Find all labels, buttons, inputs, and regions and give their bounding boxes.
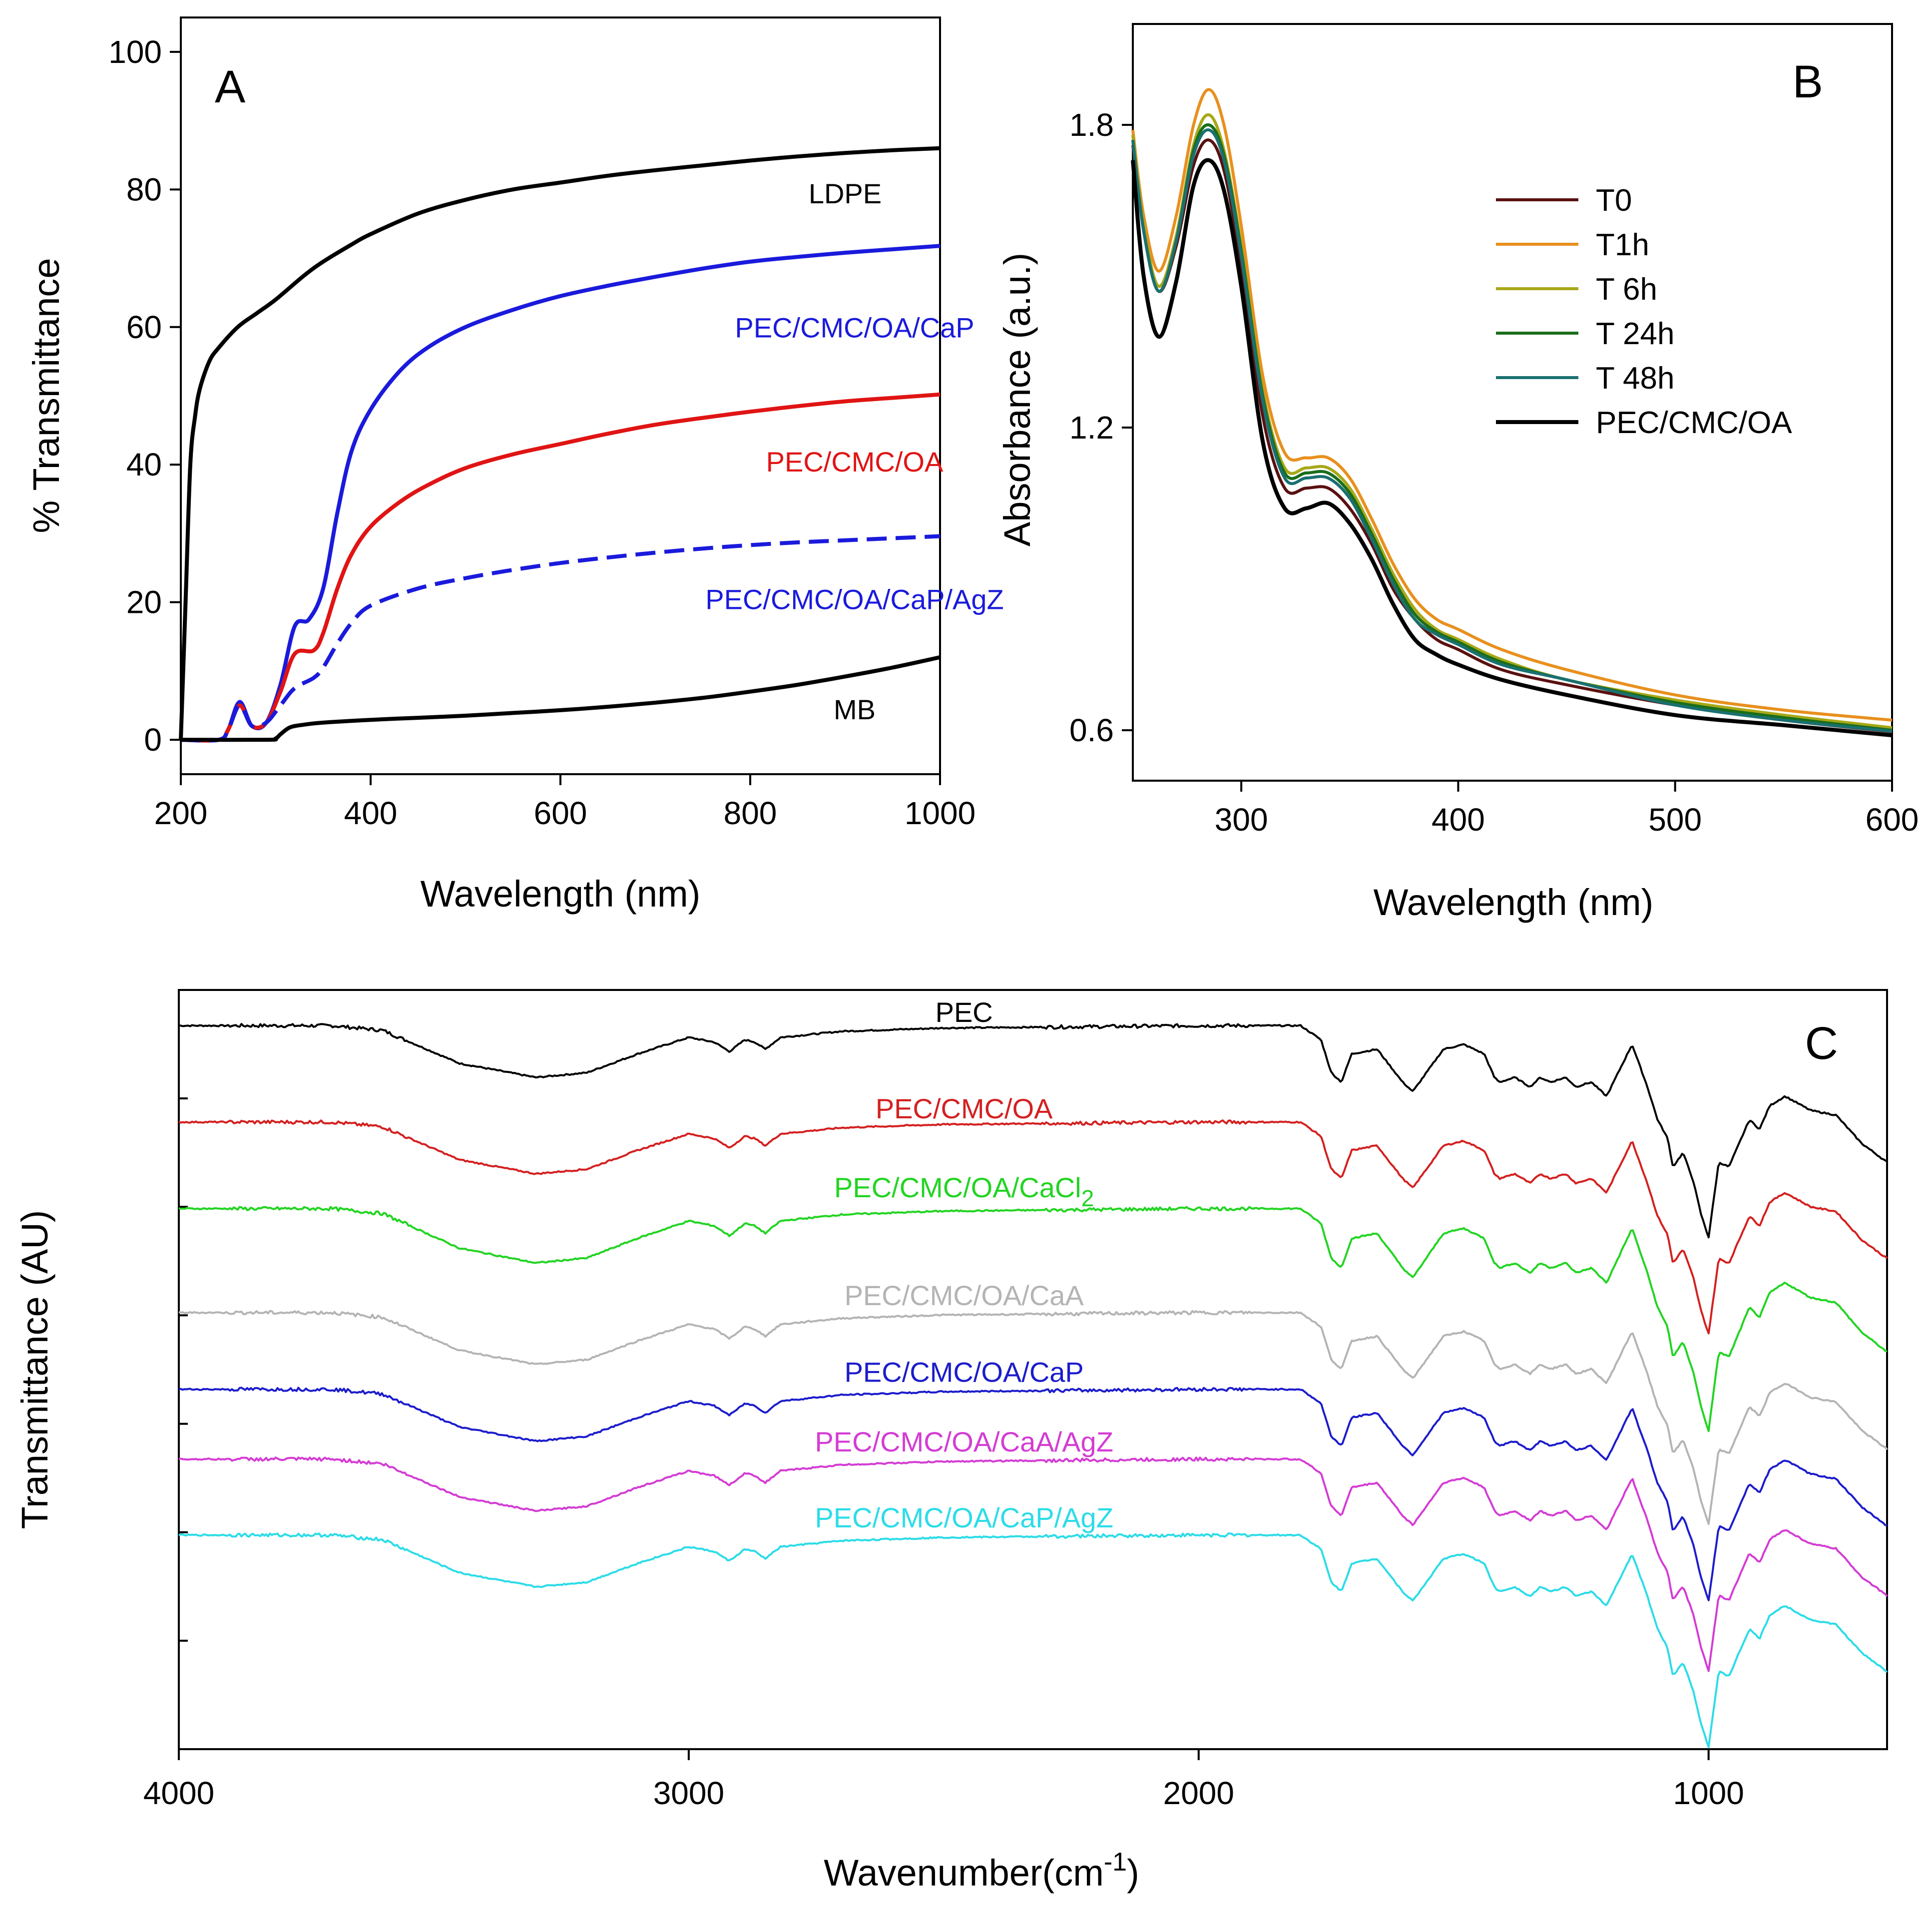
panel-a-series bbox=[179, 146, 941, 743]
panel-a-y-axis-title: % Transmittance bbox=[25, 258, 67, 533]
panel-c-line-5 bbox=[178, 1456, 1888, 1672]
panel-c-x-axis-title-main: Wavenumber(cm bbox=[824, 1852, 1104, 1894]
panel-a-frame bbox=[180, 16, 941, 775]
panel-c-series-label-text: PEC/CMC/OA/CaA/AgZ bbox=[815, 1426, 1113, 1457]
panel-a-x-ticks: 200 400 600 800 1000 bbox=[154, 774, 975, 831]
panel-a-x-tick-label: 400 bbox=[344, 795, 398, 831]
panel-c-y-ticks bbox=[179, 1097, 188, 1642]
panel-c-series-label: PEC/CMC/OA/CaA/AgZ bbox=[815, 1426, 1113, 1457]
panel-b-y-ticks: 0.6 1.2 1.8 bbox=[1069, 107, 1133, 748]
panel-a-y-tick-label: 0 bbox=[144, 722, 162, 758]
panel-a-y-tick-label: 100 bbox=[108, 34, 162, 70]
panel-b-y-tick-label: 1.8 bbox=[1069, 107, 1114, 143]
panel-a-x-tick-label: 600 bbox=[534, 795, 587, 831]
panel-a-line-0 bbox=[179, 146, 941, 740]
panel-b-legend-label: T1h bbox=[1596, 228, 1649, 262]
panel-b-line-4 bbox=[1131, 128, 1893, 733]
panel-c-line-1 bbox=[178, 1119, 1888, 1335]
panel-b-x-tick-label: 600 bbox=[1866, 802, 1919, 838]
panel-a-series-label: PEC/CMC/OA/CaP bbox=[735, 312, 974, 343]
panel-a-x-tick-label: 800 bbox=[724, 795, 777, 831]
panel-c-letter: C bbox=[1805, 1018, 1838, 1069]
panel-a-series-labels: LDPE PEC/CMC/OA/CaP PEC/CMC/OA PEC/CMC/OA/C… bbox=[705, 178, 1003, 725]
panel-a-y-tick-label: 20 bbox=[126, 584, 162, 620]
panel-b-letter: B bbox=[1793, 56, 1823, 107]
panel-a: 0 20 40 60 80 100 200 400 600 800 1000 LDPE PEC/CM… bbox=[25, 16, 1004, 915]
panel-a-y-tick-label: 80 bbox=[126, 171, 162, 207]
panel-c-series-label-subscript: 2 bbox=[1081, 1185, 1094, 1211]
panel-c-series-label-text: PEC/CMC/OA/CaCl bbox=[834, 1172, 1081, 1203]
panel-b-legend-label: T 24h bbox=[1596, 317, 1674, 351]
panel-b-x-tick-label: 500 bbox=[1648, 802, 1702, 838]
panel-b-line-1 bbox=[1131, 88, 1893, 722]
panel-c-x-axis-title-end: ) bbox=[1127, 1852, 1139, 1894]
panel-c-frame bbox=[178, 989, 1888, 1750]
panel-a-x-tick-label: 200 bbox=[154, 795, 208, 831]
panel-c-series-labels: PECPEC/CMC/OAPEC/CMC/OA/CaCl2PEC/CMC/OA/… bbox=[815, 996, 1113, 1533]
panel-c-line-2 bbox=[178, 1206, 1888, 1432]
panel-c-series-label: PEC/CMC/OA/CaCl2 bbox=[834, 1172, 1094, 1211]
panel-b-y-axis-title: Absorbance (a.u.) bbox=[996, 253, 1038, 546]
panel-c-line-6 bbox=[178, 1532, 1888, 1748]
panel-c-line-0 bbox=[178, 1023, 1888, 1239]
panel-c: 4000 3000 2000 1000 PEC PEC/CMC/OA PEC/CMC/OA… bbox=[14, 989, 1888, 1894]
panel-c-y-axis-title: Transmittance (AU) bbox=[14, 1210, 55, 1529]
panel-c-series-label: PEC/CMC/OA bbox=[876, 1093, 1053, 1124]
panel-a-series-label: MB bbox=[834, 694, 876, 725]
panel-c-x-axis-title: Wavenumber(cm-1) bbox=[824, 1848, 1139, 1894]
panel-b-x-axis-title: Wavelength (nm) bbox=[1374, 882, 1654, 923]
panel-a-y-tick-label: 60 bbox=[126, 309, 162, 345]
panel-a-y-ticks: 0 20 40 60 80 100 bbox=[108, 34, 181, 758]
panel-c-line-4 bbox=[178, 1387, 1888, 1601]
panel-a-line-4 bbox=[180, 655, 941, 742]
panel-b-frame bbox=[1132, 23, 1893, 782]
panel-c-series-label-text: PEC bbox=[936, 996, 993, 1028]
panel-b-legend-label: PEC/CMC/OA bbox=[1596, 406, 1792, 440]
panel-c-series-label-text: PEC/CMC/OA/CaP/AgZ bbox=[815, 1502, 1113, 1533]
panel-b-y-tick-label: 0.6 bbox=[1069, 712, 1114, 748]
panel-b-y-tick-label: 1.2 bbox=[1069, 410, 1114, 446]
panel-c-x-tick-label: 3000 bbox=[653, 1775, 724, 1811]
panel-b-legend: T0 T1h T 6h T 24h T 48h PEC/CMC/OA bbox=[1496, 183, 1792, 440]
panel-c-series-label: PEC bbox=[936, 996, 993, 1028]
panel-b-legend-label: T 48h bbox=[1596, 361, 1674, 396]
panel-c-series-label: PEC/CMC/OA/CaA bbox=[845, 1280, 1084, 1311]
panel-c-series-label: PEC/CMC/OA/CaP/AgZ bbox=[815, 1502, 1113, 1533]
panel-a-series-label: PEC/CMC/OA bbox=[766, 446, 944, 477]
panel-c-x-tick-label: 4000 bbox=[143, 1775, 214, 1811]
panel-b: 0.6 1.2 1.8 300 400 500 600 T0 T1h T 6h T 24h T 4… bbox=[996, 23, 1919, 923]
panel-c-series-label-text: PEC/CMC/OA/CaA bbox=[845, 1280, 1084, 1311]
panel-b-x-ticks: 300 400 500 600 bbox=[1215, 781, 1919, 838]
panel-a-line-3 bbox=[180, 534, 941, 743]
panel-c-x-tick-label: 1000 bbox=[1673, 1775, 1744, 1811]
panel-c-x-axis-title-sup: -1 bbox=[1104, 1848, 1127, 1877]
panel-a-line-2 bbox=[180, 392, 941, 743]
panel-c-x-ticks: 4000 3000 2000 1000 bbox=[143, 1749, 1744, 1811]
panel-a-y-tick-label: 40 bbox=[126, 447, 162, 482]
panel-b-series bbox=[1131, 88, 1893, 738]
panel-a-x-axis-title: Wavelength (nm) bbox=[421, 873, 701, 915]
panel-c-series bbox=[178, 1023, 1888, 1748]
panel-a-series-label: LDPE bbox=[809, 178, 882, 209]
panel-c-series-label-text: PEC/CMC/OA/CaP bbox=[845, 1356, 1084, 1388]
panel-c-series-label-text: PEC/CMC/OA bbox=[876, 1093, 1053, 1124]
panel-c-x-tick-label: 2000 bbox=[1163, 1775, 1234, 1811]
panel-b-legend-label: T 6h bbox=[1596, 272, 1657, 307]
panel-c-series-label: PEC/CMC/OA/CaP bbox=[845, 1356, 1084, 1388]
panel-c-line-3 bbox=[178, 1310, 1888, 1525]
panel-a-letter: A bbox=[215, 61, 246, 112]
panel-a-x-tick-label: 1000 bbox=[905, 795, 975, 831]
panel-b-x-tick-label: 400 bbox=[1432, 802, 1485, 838]
panel-b-legend-label: T0 bbox=[1596, 183, 1632, 218]
panel-a-series-label: PEC/CMC/OA/CaP/AgZ bbox=[705, 583, 1003, 615]
panel-b-x-tick-label: 300 bbox=[1215, 802, 1268, 838]
panel-b-line-5 bbox=[1131, 158, 1893, 738]
